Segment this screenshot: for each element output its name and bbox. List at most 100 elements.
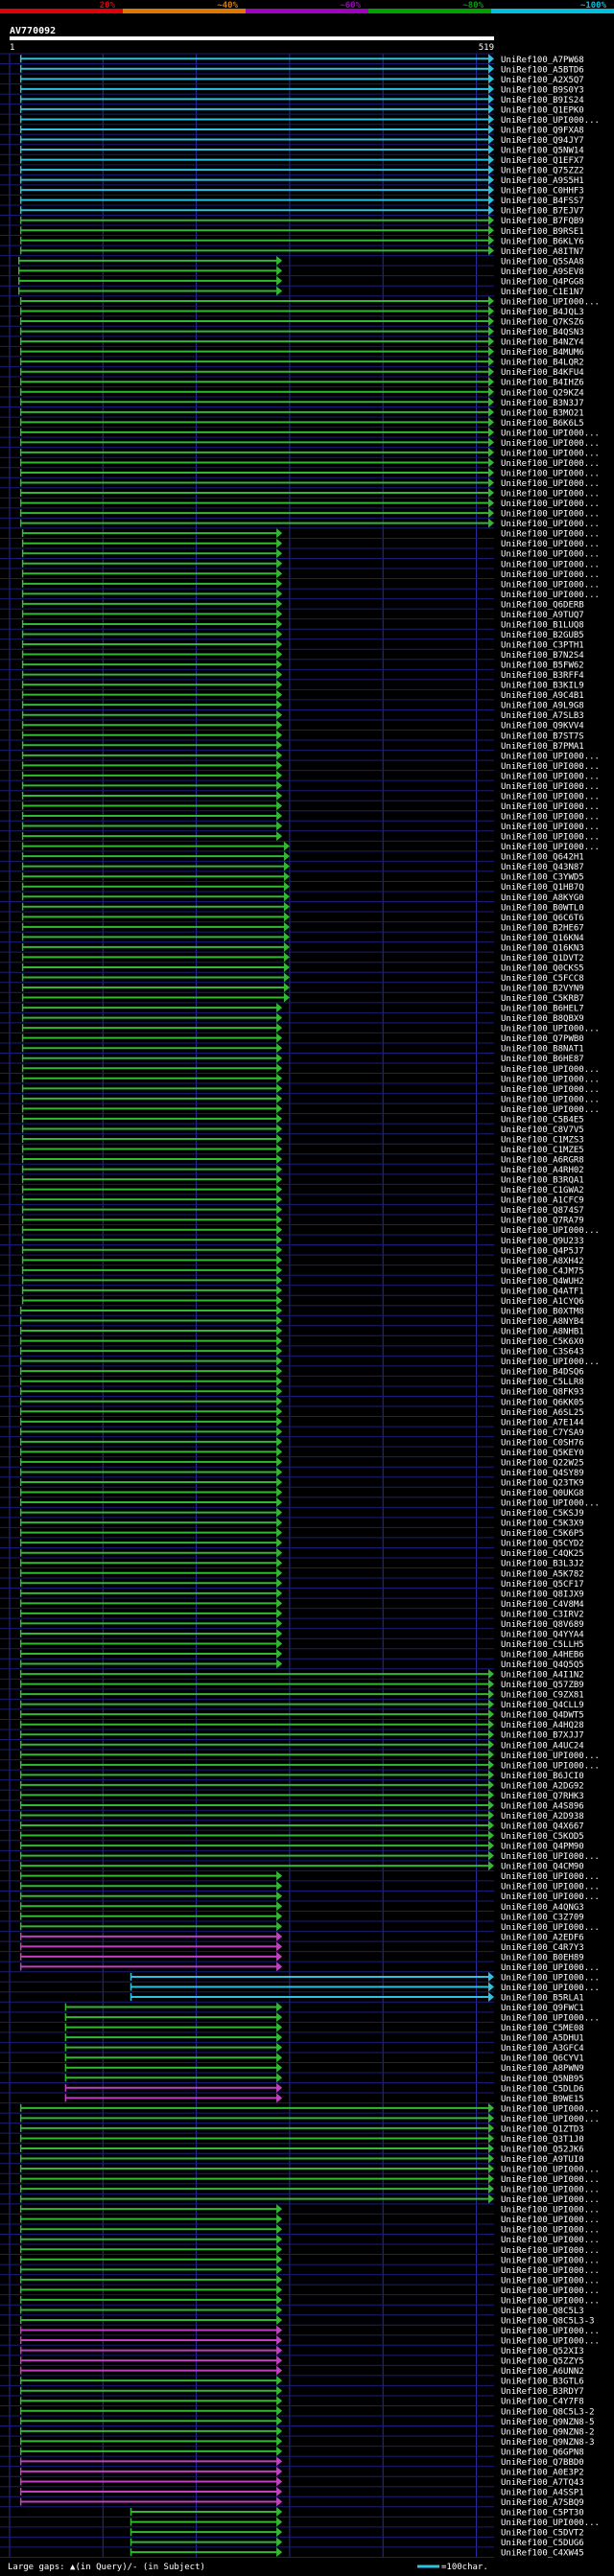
hit-label[interactable]: UniRef100_UPI000... — [501, 580, 600, 590]
hit-row[interactable]: UniRef100_Q9U233 — [21, 1235, 584, 1246]
hit-label[interactable]: UniRef100_Q9KVV4 — [501, 722, 584, 731]
hit-row[interactable]: UniRef100_B9S0Y3 — [19, 83, 584, 96]
hit-label[interactable]: UniRef100_Q7BBD0 — [501, 2458, 584, 2468]
hit-label[interactable]: UniRef100_UPI000... — [501, 2175, 600, 2185]
hit-row[interactable]: UniRef100_C4R7Y3 — [19, 1941, 584, 1953]
hit-label[interactable]: UniRef100_A9C4B1 — [501, 691, 584, 701]
hit-label[interactable]: UniRef100_UPI000... — [501, 449, 600, 458]
hit-row[interactable]: UniRef100_B1LUQ8 — [21, 618, 584, 631]
hit-row[interactable]: UniRef100_Q9NZN8-2 — [19, 2425, 595, 2438]
hit-label[interactable]: UniRef100_Q0UKG8 — [501, 1489, 584, 1498]
hit-label[interactable]: UniRef100_UPI000... — [501, 1963, 600, 1973]
hit-row[interactable]: UniRef100_UPI000... — [21, 558, 600, 570]
hit-row[interactable]: UniRef100_Q5CF17 — [19, 1578, 584, 1590]
hit-label[interactable]: UniRef100_Q8C5L3 — [501, 2307, 584, 2316]
hit-row[interactable]: UniRef100_B3MO21 — [19, 406, 584, 419]
hit-label[interactable]: UniRef100_UPI000... — [501, 429, 600, 438]
hit-row[interactable]: UniRef100_B6KLY6 — [19, 235, 584, 247]
hit-row[interactable]: UniRef100_Q7RA79 — [21, 1215, 584, 1226]
hit-row[interactable]: UniRef100_B8QBX9 — [21, 1012, 584, 1025]
hit-label[interactable]: UniRef100_A9S5H1 — [501, 176, 584, 186]
hit-label[interactable]: UniRef100_C7YSA9 — [501, 1428, 584, 1438]
hit-label[interactable]: UniRef100_B3RDY7 — [501, 2387, 584, 2397]
hit-row[interactable]: UniRef100_B2GUB5 — [21, 629, 584, 640]
hit-label[interactable]: UniRef100_Q9U233 — [501, 1237, 584, 1246]
hit-label[interactable]: UniRef100_UPI000... — [501, 823, 600, 832]
hit-row[interactable]: UniRef100_A8ITN7 — [19, 245, 584, 257]
hit-label[interactable]: UniRef100_C5B4E5 — [501, 1115, 584, 1125]
hit-row[interactable]: UniRef100_UPI000... — [19, 2173, 600, 2186]
hit-row[interactable]: UniRef100_A9L9G8 — [21, 700, 584, 711]
hit-label[interactable]: UniRef100_Q4ATF1 — [501, 1287, 584, 1296]
hit-label[interactable]: UniRef100_B6KLY6 — [501, 237, 584, 246]
hit-row[interactable]: UniRef100_A2DG92 — [19, 1779, 584, 1792]
hit-row[interactable]: UniRef100_B9IS24 — [19, 94, 584, 105]
hit-label[interactable]: UniRef100_Q5SAA8 — [501, 257, 584, 267]
hit-row[interactable]: UniRef100_UPI000... — [19, 1850, 600, 1863]
hit-label[interactable]: UniRef100_B7PMA1 — [501, 742, 584, 752]
hit-row[interactable]: UniRef100_UPI000... — [21, 821, 600, 833]
hit-label[interactable]: UniRef100_B3RQA1 — [501, 1176, 584, 1186]
hit-row[interactable]: UniRef100_C1MZS3 — [21, 1133, 584, 1146]
hit-label[interactable]: UniRef100_B3N3J7 — [501, 399, 584, 408]
hit-row[interactable]: UniRef100_Q4CLL9 — [19, 1699, 584, 1711]
hit-label[interactable]: UniRef100_UPI000... — [501, 2186, 600, 2195]
hit-row[interactable]: UniRef100_Q57ZB9 — [19, 1679, 584, 1691]
hit-row[interactable]: UniRef100_Q5ZZY5 — [19, 2356, 584, 2367]
hit-label[interactable]: UniRef100_UPI000... — [501, 2236, 600, 2245]
hit-row[interactable]: UniRef100_B6HE87 — [21, 1053, 584, 1065]
hit-row[interactable]: UniRef100_Q4ATF1 — [21, 1285, 584, 1297]
hit-row[interactable]: UniRef100_A9TUI0 — [19, 2153, 584, 2166]
hit-label[interactable]: UniRef100_C5PT30 — [501, 2509, 584, 2518]
hit-label[interactable]: UniRef100_A8NYB4 — [501, 1317, 584, 1327]
hit-label[interactable]: UniRef100_A2DG92 — [501, 1781, 584, 1791]
hit-label[interactable]: UniRef100_UPI000... — [501, 2327, 600, 2336]
hit-row[interactable]: UniRef100_A7SLB3 — [21, 709, 584, 722]
hit-label[interactable]: UniRef100_UPI000... — [501, 1025, 600, 1034]
hit-row[interactable]: UniRef100_Q7BBD0 — [19, 2456, 584, 2468]
hit-row[interactable]: UniRef100_C3PTH1 — [21, 639, 584, 651]
hit-row[interactable]: UniRef100_Q6CYV1 — [64, 2053, 584, 2064]
hit-row[interactable]: UniRef100_UPI000... — [19, 437, 600, 449]
hit-row[interactable]: UniRef100_C5DUG6 — [130, 2537, 584, 2549]
hit-row[interactable]: UniRef100_UPI000... — [19, 2224, 600, 2236]
hit-label[interactable]: UniRef100_A4S896 — [501, 1801, 584, 1811]
hit-label[interactable]: UniRef100_A4HQ28 — [501, 1721, 584, 1730]
hit-label[interactable]: UniRef100_B3MO21 — [501, 408, 584, 418]
hit-label[interactable]: UniRef100_A7E144 — [501, 1418, 584, 1427]
hit-label[interactable]: UniRef100_Q52XI3 — [501, 2347, 584, 2356]
hit-label[interactable]: UniRef100_C5KSJ9 — [501, 1509, 584, 1519]
hit-label[interactable]: UniRef100_Q1HB7Q — [501, 883, 584, 893]
hit-label[interactable]: UniRef100_A2EDF6 — [501, 1933, 584, 1942]
hit-row[interactable]: UniRef100_Q6KK05 — [19, 1396, 584, 1408]
hit-row[interactable]: UniRef100_Q3T1J0 — [19, 2133, 584, 2145]
hit-row[interactable]: UniRef100_B9WE15 — [64, 2093, 584, 2104]
hit-row[interactable]: UniRef100_B2HE67 — [21, 921, 584, 934]
hit-label[interactable]: UniRef100_A4I1N2 — [501, 1671, 584, 1681]
hit-label[interactable]: UniRef100_UPI000... — [501, 116, 600, 126]
hit-row[interactable]: UniRef100_Q1EPK0 — [19, 104, 584, 116]
hit-label[interactable]: UniRef100_B8QBX9 — [501, 1014, 584, 1024]
hit-row[interactable]: UniRef100_UPI000... — [19, 518, 600, 530]
hit-row[interactable]: UniRef100_A9S5H1 — [19, 174, 584, 187]
hit-row[interactable]: UniRef100_UPI000... — [64, 2012, 600, 2024]
hit-row[interactable]: UniRef100_C5K6P5 — [19, 1527, 584, 1540]
hit-row[interactable]: UniRef100_UPI000... — [19, 508, 600, 520]
hit-row[interactable]: UniRef100_A9SEV8 — [17, 266, 584, 277]
hit-row[interactable]: UniRef100_A4S896 — [19, 1799, 584, 1812]
hit-row[interactable]: UniRef100_Q9NZN8-3 — [19, 2436, 595, 2448]
hit-row[interactable]: UniRef100_B4QSN3 — [19, 326, 584, 338]
hit-row[interactable]: UniRef100_A4I1N2 — [19, 1669, 584, 1681]
hit-row[interactable]: UniRef100_Q8FK93 — [19, 1386, 584, 1398]
hit-row[interactable]: UniRef100_UPI000... — [19, 2102, 600, 2115]
hit-label[interactable]: UniRef100_C5K3X9 — [501, 1520, 584, 1529]
hit-label[interactable]: UniRef100_Q5CYD2 — [501, 1540, 584, 1549]
hit-label[interactable]: UniRef100_C3YWD5 — [501, 873, 584, 883]
hit-label[interactable]: UniRef100_UPI000... — [501, 591, 600, 600]
hit-row[interactable]: UniRef100_Q9KVV4 — [21, 720, 584, 731]
hit-label[interactable]: UniRef100_UPI000... — [501, 1984, 600, 1993]
hit-label[interactable]: UniRef100_B7ST7S — [501, 731, 584, 741]
hit-row[interactable]: UniRef100_Q9NZN8-5 — [19, 2416, 595, 2427]
hit-row[interactable]: UniRef100_Q8IJX9 — [19, 1588, 584, 1600]
hit-label[interactable]: UniRef100_C1E1N7 — [501, 288, 584, 297]
